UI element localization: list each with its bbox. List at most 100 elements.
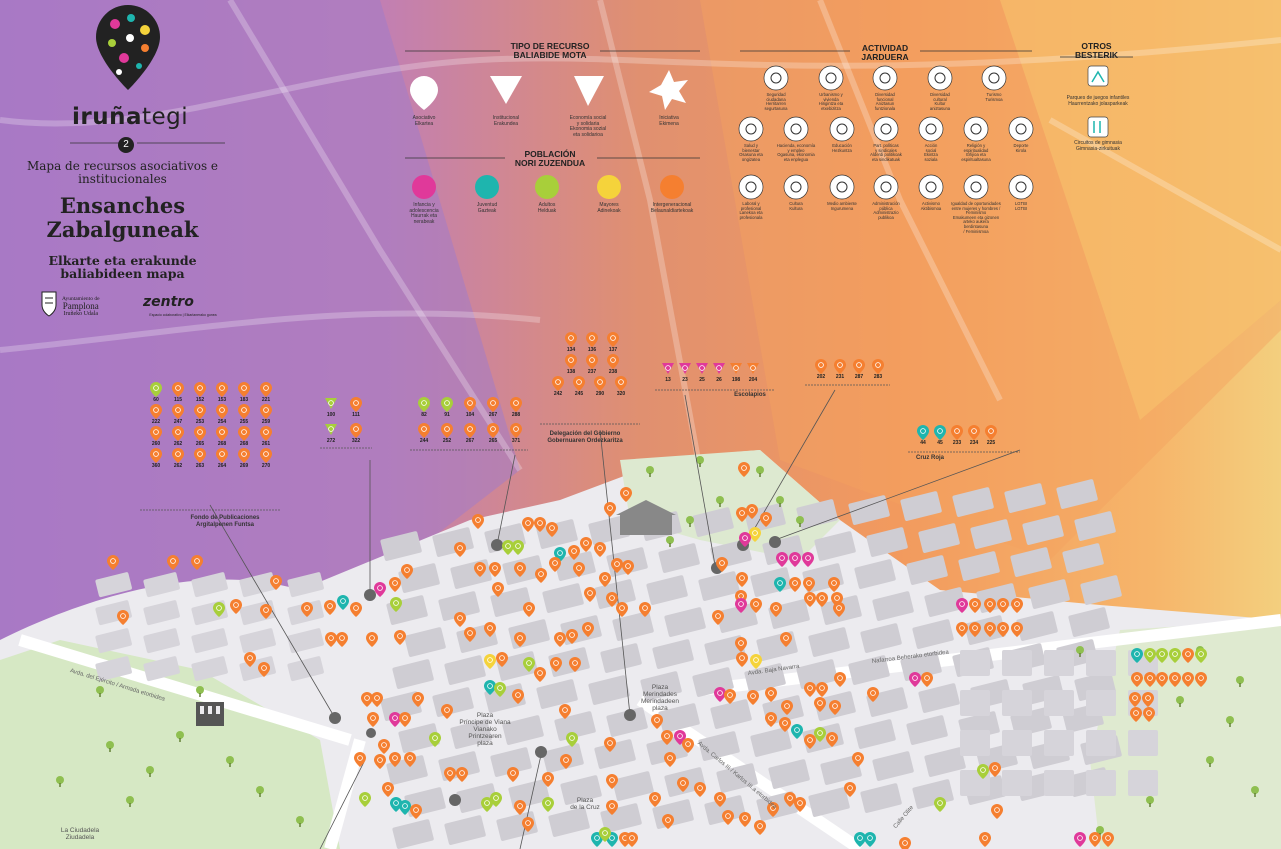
resource-pin[interactable] bbox=[1143, 707, 1155, 722]
resource-pin[interactable] bbox=[714, 792, 726, 807]
resource-pin[interactable] bbox=[378, 739, 390, 754]
resource-pin[interactable] bbox=[454, 612, 466, 627]
resource-pin[interactable] bbox=[1102, 832, 1114, 847]
resource-pin[interactable] bbox=[492, 582, 504, 597]
resource-pin[interactable] bbox=[639, 602, 651, 617]
resource-pin[interactable] bbox=[1144, 648, 1156, 663]
resource-pin[interactable] bbox=[429, 732, 441, 747]
resource-pin[interactable] bbox=[584, 587, 596, 602]
resource-pin[interactable]: 287 bbox=[853, 359, 865, 380]
resource-pin[interactable] bbox=[270, 575, 282, 590]
resource-pin[interactable] bbox=[1156, 648, 1168, 663]
resource-pin[interactable]: 360 bbox=[150, 448, 162, 469]
resource-pin[interactable] bbox=[361, 692, 373, 707]
resource-pin[interactable] bbox=[816, 682, 828, 697]
resource-pin[interactable] bbox=[814, 697, 826, 712]
resource-pin[interactable] bbox=[1195, 648, 1207, 663]
resource-pin[interactable] bbox=[1131, 672, 1143, 687]
resource-pin[interactable]: 260 bbox=[150, 426, 162, 447]
resource-pin[interactable]: 183 bbox=[238, 382, 250, 403]
resource-pin[interactable] bbox=[441, 704, 453, 719]
resource-pin[interactable] bbox=[606, 774, 618, 789]
resource-pin[interactable]: 272 bbox=[325, 424, 337, 444]
resource-pin[interactable]: 13 bbox=[662, 363, 674, 383]
resource-pin[interactable]: 264 bbox=[216, 448, 228, 469]
resource-pin[interactable] bbox=[714, 687, 726, 702]
resource-pin[interactable] bbox=[997, 622, 1009, 637]
resource-pin[interactable] bbox=[1131, 648, 1143, 663]
resource-pin[interactable]: 136 bbox=[586, 332, 598, 353]
resource-pin[interactable] bbox=[554, 632, 566, 647]
resource-pin[interactable] bbox=[534, 667, 546, 682]
resource-pin[interactable] bbox=[512, 689, 524, 704]
resource-pin[interactable]: 267 bbox=[487, 397, 499, 418]
resource-pin[interactable]: 25 bbox=[696, 363, 708, 383]
resource-pin[interactable] bbox=[651, 714, 663, 729]
resource-pin[interactable] bbox=[716, 557, 728, 572]
resource-pin[interactable] bbox=[864, 832, 876, 847]
resource-pin[interactable]: 115 bbox=[172, 382, 184, 403]
resource-pin[interactable] bbox=[794, 797, 806, 812]
resource-pin[interactable] bbox=[484, 654, 496, 669]
resource-pin[interactable] bbox=[984, 598, 996, 613]
resource-pin[interactable] bbox=[337, 595, 349, 610]
resource-pin[interactable] bbox=[549, 557, 561, 572]
resource-pin[interactable] bbox=[213, 602, 225, 617]
resource-pin[interactable]: 268 bbox=[216, 426, 228, 447]
resource-pin[interactable] bbox=[977, 764, 989, 779]
resource-pin[interactable] bbox=[1011, 622, 1023, 637]
resource-pin[interactable]: 44 bbox=[917, 425, 929, 446]
resource-pin[interactable] bbox=[844, 782, 856, 797]
resource-pin[interactable] bbox=[739, 812, 751, 827]
resource-pin[interactable] bbox=[804, 734, 816, 749]
resource-pin[interactable] bbox=[735, 637, 747, 652]
resource-pin[interactable] bbox=[969, 622, 981, 637]
resource-pin[interactable] bbox=[1129, 692, 1141, 707]
resource-pin[interactable] bbox=[736, 507, 748, 522]
resource-pin[interactable] bbox=[828, 577, 840, 592]
resource-pin[interactable] bbox=[789, 577, 801, 592]
resource-pin[interactable]: 111 bbox=[350, 397, 362, 418]
resource-pin[interactable] bbox=[989, 762, 1001, 777]
resource-pin[interactable] bbox=[1089, 832, 1101, 847]
resource-pin[interactable] bbox=[412, 692, 424, 707]
resource-pin[interactable] bbox=[374, 754, 386, 769]
resource-pin[interactable] bbox=[606, 592, 618, 607]
resource-pin[interactable]: 290 bbox=[594, 376, 606, 397]
resource-pin[interactable] bbox=[770, 602, 782, 617]
resource-pin[interactable] bbox=[390, 797, 402, 812]
resource-pin[interactable] bbox=[791, 724, 803, 739]
resource-pin[interactable]: 371 bbox=[510, 423, 522, 444]
resource-pin[interactable] bbox=[921, 672, 933, 687]
resource-pin[interactable] bbox=[750, 654, 762, 669]
resource-pin[interactable]: 222 bbox=[150, 404, 162, 425]
resource-pin[interactable]: 238 bbox=[607, 354, 619, 375]
resource-pin[interactable] bbox=[789, 552, 801, 567]
resource-pin[interactable] bbox=[969, 598, 981, 613]
resource-pin[interactable] bbox=[167, 555, 179, 570]
resource-pin[interactable]: 253 bbox=[194, 404, 206, 425]
resource-pin[interactable]: 134 bbox=[565, 332, 577, 353]
resource-pin[interactable]: 265 bbox=[194, 426, 206, 447]
resource-pin[interactable] bbox=[394, 630, 406, 645]
resource-pin[interactable] bbox=[389, 712, 401, 727]
resource-pin[interactable] bbox=[117, 610, 129, 625]
resource-pin[interactable]: 269 bbox=[238, 448, 250, 469]
resource-pin[interactable]: 225 bbox=[985, 425, 997, 446]
resource-pin[interactable]: 104 bbox=[464, 397, 476, 418]
resource-pin[interactable]: 261 bbox=[260, 426, 272, 447]
resource-pin[interactable] bbox=[749, 527, 761, 542]
resource-pin[interactable] bbox=[1142, 692, 1154, 707]
resource-pin[interactable]: 320 bbox=[615, 376, 627, 397]
resource-pin[interactable] bbox=[464, 627, 476, 642]
resource-pin[interactable] bbox=[490, 792, 502, 807]
resource-pin[interactable] bbox=[784, 792, 796, 807]
resource-pin[interactable] bbox=[324, 600, 336, 615]
resource-pin[interactable] bbox=[474, 562, 486, 577]
resource-pin[interactable]: 283 bbox=[872, 359, 884, 380]
resource-pin[interactable] bbox=[1144, 672, 1156, 687]
resource-pin[interactable]: 247 bbox=[172, 404, 184, 425]
resource-pin[interactable]: 153 bbox=[216, 382, 228, 403]
resource-pin[interactable] bbox=[1130, 707, 1142, 722]
resource-pin[interactable] bbox=[738, 462, 750, 477]
